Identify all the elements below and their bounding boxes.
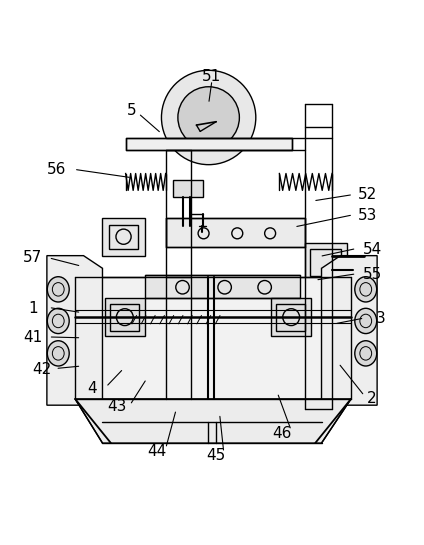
Polygon shape	[75, 277, 351, 399]
Text: 51: 51	[202, 69, 222, 84]
Bar	[109, 225, 138, 249]
Text: 46: 46	[272, 426, 291, 441]
Text: 55: 55	[363, 267, 382, 282]
Ellipse shape	[47, 277, 69, 302]
Text: 56: 56	[47, 162, 66, 177]
Text: 1: 1	[28, 301, 38, 316]
Circle shape	[162, 70, 256, 165]
Bar	[310, 249, 341, 276]
Text: 3: 3	[376, 311, 385, 326]
Text: 5: 5	[127, 103, 137, 118]
Text: 54: 54	[363, 242, 382, 257]
Polygon shape	[47, 256, 103, 405]
Circle shape	[178, 87, 240, 148]
Bar	[276, 304, 305, 331]
Text: 42: 42	[32, 362, 51, 377]
Ellipse shape	[47, 308, 69, 334]
Ellipse shape	[355, 341, 377, 366]
Text: 52: 52	[358, 187, 377, 202]
Text: 57: 57	[23, 250, 42, 265]
Polygon shape	[75, 399, 351, 443]
Polygon shape	[145, 275, 301, 298]
Bar	[305, 243, 347, 281]
Text: 53: 53	[358, 208, 377, 223]
Text: 45: 45	[206, 448, 226, 463]
Bar	[271, 298, 311, 336]
Ellipse shape	[47, 341, 69, 366]
Text: 2: 2	[367, 391, 377, 407]
Ellipse shape	[355, 308, 377, 334]
Text: 44: 44	[148, 444, 167, 459]
Polygon shape	[321, 256, 377, 405]
Bar	[173, 180, 203, 197]
Polygon shape	[166, 218, 305, 247]
Polygon shape	[126, 138, 292, 150]
Text: 43: 43	[108, 399, 127, 414]
Text: 41: 41	[23, 330, 42, 346]
Ellipse shape	[355, 277, 377, 302]
Bar	[103, 218, 145, 256]
Bar	[110, 304, 139, 331]
Bar	[105, 298, 145, 336]
Text: 4: 4	[87, 381, 97, 396]
